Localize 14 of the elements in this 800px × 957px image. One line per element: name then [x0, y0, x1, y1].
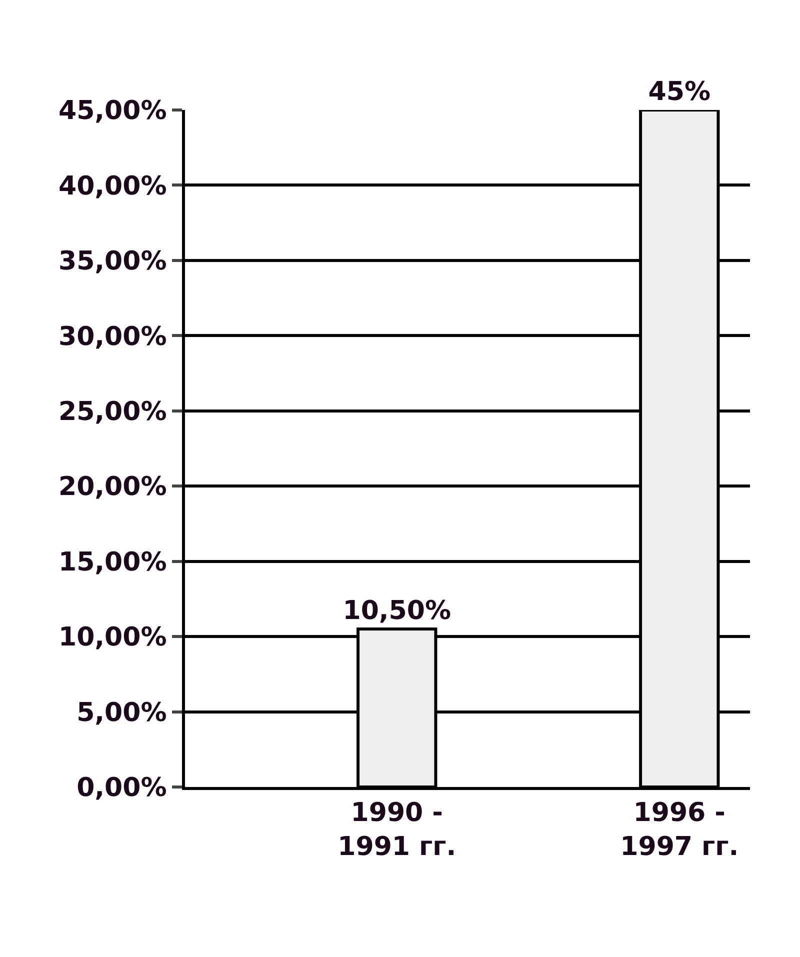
y-tick-label: 30,00% — [58, 322, 167, 352]
y-tick-label: 35,00% — [58, 246, 167, 277]
y-tick-label: 10,00% — [58, 622, 167, 653]
y-tick-label: 40,00% — [58, 171, 167, 202]
y-tick-label: 15,00% — [58, 547, 167, 578]
y-tick-label: 45,00% — [58, 96, 167, 126]
y-tick-label: 0,00% — [76, 773, 167, 804]
y-tick-label: 5,00% — [76, 698, 167, 728]
x-tick-label: 1996 - 1997 гг. — [620, 798, 739, 862]
y-tick-label: 20,00% — [58, 472, 167, 502]
x-tick-label: 1990 - 1991 гг. — [338, 798, 456, 862]
y-tick-label: 25,00% — [58, 396, 167, 427]
data-label: 45% — [648, 77, 710, 107]
data-label: 10,50% — [342, 596, 452, 626]
